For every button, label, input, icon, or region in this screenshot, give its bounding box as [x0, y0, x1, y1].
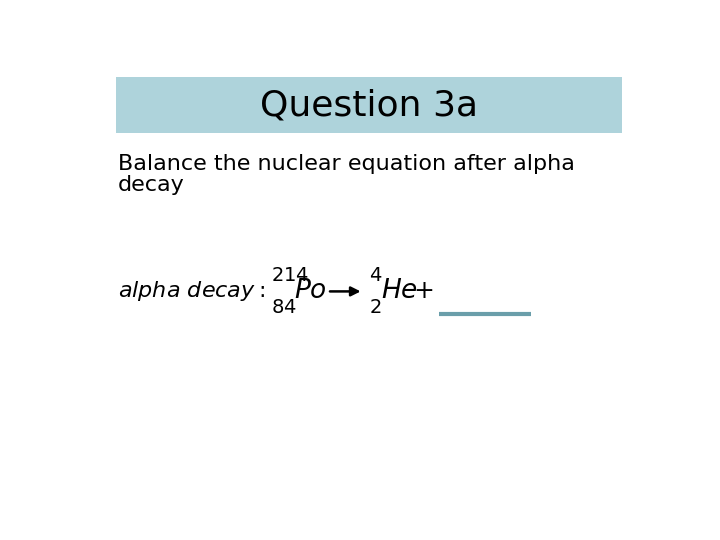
FancyBboxPatch shape [116, 77, 622, 133]
Text: $4$: $4$ [369, 266, 382, 285]
Text: $+$: $+$ [413, 279, 433, 303]
Text: $\mathit{Po}$: $\mathit{Po}$ [294, 279, 327, 305]
Text: Question 3a: Question 3a [260, 89, 478, 123]
Text: $84$: $84$ [271, 298, 297, 317]
Text: decay: decay [118, 175, 184, 195]
Text: $214$: $214$ [271, 266, 310, 285]
Text: Balance the nuclear equation after alpha: Balance the nuclear equation after alpha [118, 154, 575, 174]
Text: $\mathit{alpha\ decay:}$: $\mathit{alpha\ decay:}$ [118, 279, 265, 303]
Text: $2$: $2$ [369, 298, 382, 317]
Text: $\mathit{He}$: $\mathit{He}$ [382, 279, 418, 305]
